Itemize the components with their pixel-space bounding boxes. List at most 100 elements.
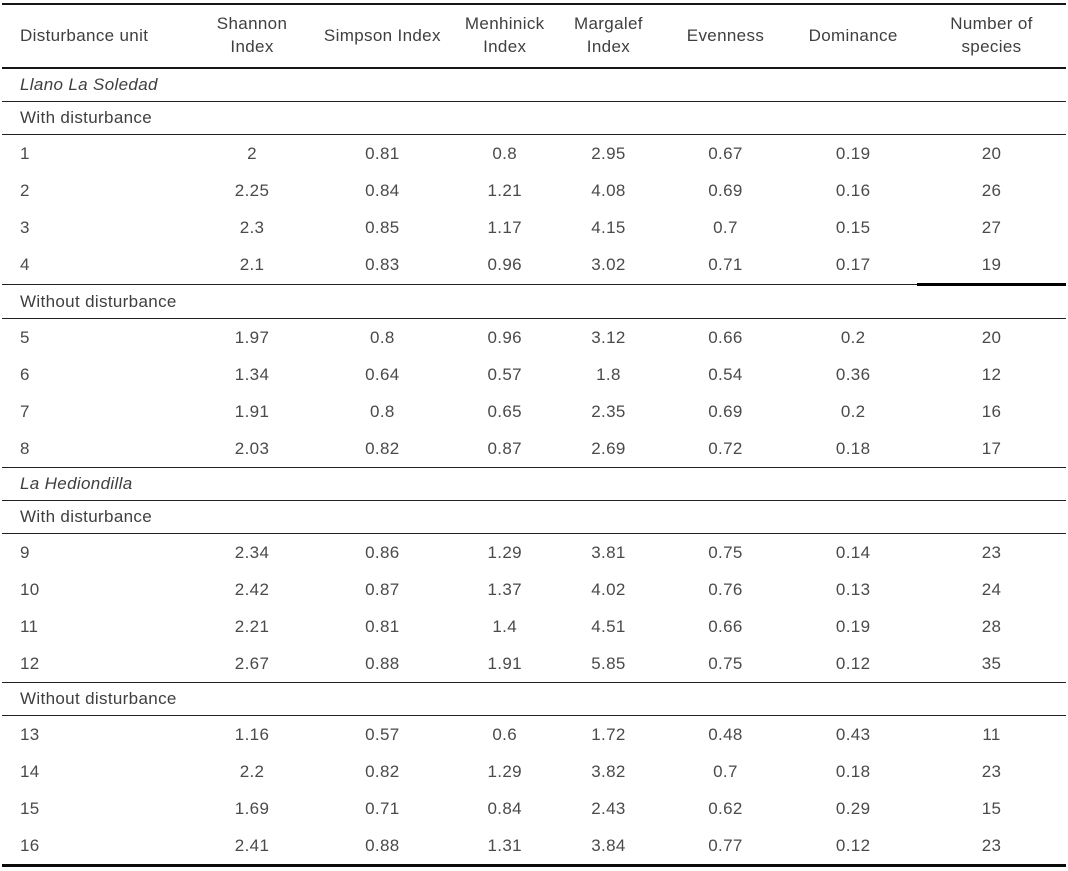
table-cell: 4.15 bbox=[591, 217, 626, 237]
table-cell: 0.29 bbox=[835, 798, 871, 818]
table-cell: 5.85 bbox=[591, 653, 626, 673]
disturbance-group-row-label: Without disturbance bbox=[20, 292, 177, 311]
cell-disturbance-unit: 10 bbox=[20, 579, 40, 599]
disturbance-group-row: Without disturbance bbox=[2, 682, 1066, 716]
cell-disturbance-unit: 5 bbox=[20, 327, 30, 347]
table-cell: 2.67 bbox=[234, 653, 270, 673]
disturbance-group-row-label: Without disturbance bbox=[20, 689, 177, 708]
col-header-margalef-index: Margalef Index bbox=[574, 14, 643, 56]
table-cell: 0.2 bbox=[840, 327, 866, 347]
table-cell: 0.65 bbox=[487, 401, 522, 421]
table-cell: 1.31 bbox=[487, 835, 522, 855]
table-cell: 0.85 bbox=[365, 217, 400, 237]
cell-disturbance-unit: 3 bbox=[20, 217, 30, 237]
table-cell: 1.4 bbox=[492, 616, 518, 636]
disturbance-group-row: With disturbance bbox=[2, 500, 1066, 534]
table-cell: 1.34 bbox=[234, 364, 270, 384]
table-cell: 0.75 bbox=[708, 653, 743, 673]
table-row: 2 2.25 0.84 1.21 4.08 0.69 0.16 26 bbox=[2, 172, 1066, 209]
table-cell: 0.82 bbox=[365, 438, 400, 458]
site-section-row-label: La Hediondilla bbox=[20, 474, 133, 493]
table-cell: 35 bbox=[981, 653, 1002, 673]
table-row: 11 2.21 0.81 1.4 4.51 0.66 0.19 28 bbox=[2, 608, 1066, 645]
table-cell: 0.66 bbox=[708, 616, 743, 636]
table-row: 7 1.91 0.8 0.65 2.35 0.69 0.2 16 bbox=[2, 393, 1066, 430]
table-cell: 0.19 bbox=[835, 143, 871, 163]
table-cell: 0.77 bbox=[708, 835, 743, 855]
table-row: 15 1.69 0.71 0.84 2.43 0.62 0.29 15 bbox=[2, 790, 1066, 827]
disturbance-group-row: Without disturbance bbox=[2, 284, 1066, 319]
table-cell: 0.16 bbox=[835, 180, 871, 200]
table-cell: 3.02 bbox=[591, 255, 626, 274]
table-cell: 0.81 bbox=[365, 616, 400, 636]
cell-disturbance-unit: 13 bbox=[20, 724, 40, 744]
table-cell: 0.87 bbox=[365, 579, 400, 599]
site-section-row: Llano La Soledad bbox=[2, 68, 1066, 102]
header-row: Disturbance unit Shannon Index Simpson I… bbox=[2, 4, 1066, 68]
table-cell: 1.29 bbox=[487, 761, 522, 781]
table-cell: 4.02 bbox=[591, 579, 626, 599]
cell-disturbance-unit: 7 bbox=[20, 401, 30, 421]
table-cell: 20 bbox=[981, 143, 1002, 163]
table-cell: 0.81 bbox=[365, 143, 400, 163]
diversity-indices-table: Disturbance unit Shannon Index Simpson I… bbox=[2, 3, 1066, 867]
table-cell: 1.17 bbox=[487, 217, 522, 237]
cell-disturbance-unit: 1 bbox=[20, 143, 30, 163]
table-cell: 1.91 bbox=[234, 401, 270, 421]
table-cell: 0.7 bbox=[713, 217, 738, 237]
table-cell: 23 bbox=[981, 542, 1002, 562]
table-cell: 0.14 bbox=[835, 542, 871, 562]
table-body: Llano La Soledad With disturbance 1 2 0.81 0.… bbox=[2, 68, 1066, 866]
disturbance-group-row-label: With disturbance bbox=[20, 108, 153, 127]
table-row: 1 2 0.81 0.8 2.95 0.67 0.19 20 bbox=[2, 135, 1066, 173]
table-cell: 0.8 bbox=[492, 143, 518, 163]
table-cell: 0.82 bbox=[365, 761, 400, 781]
table-cell: 1.16 bbox=[234, 724, 270, 744]
table-cell: 0.71 bbox=[708, 255, 743, 274]
table-cell: 2.21 bbox=[234, 616, 270, 636]
table-cell: 0.96 bbox=[487, 327, 522, 347]
table-cell: 0.86 bbox=[365, 542, 400, 562]
table-cell: 0.17 bbox=[835, 255, 871, 274]
table-cell: 2.41 bbox=[234, 835, 270, 855]
table-cell: 0.7 bbox=[713, 761, 738, 781]
table-cell: 16 bbox=[981, 401, 1002, 421]
table-cell: 2.43 bbox=[591, 798, 626, 818]
table-cell: 2.25 bbox=[234, 180, 270, 200]
table-cell: 0.48 bbox=[708, 724, 743, 744]
table-cell: 20 bbox=[981, 327, 1002, 347]
col-header-disturbance-unit: Disturbance unit bbox=[20, 25, 149, 45]
table-row: 12 2.67 0.88 1.91 5.85 0.75 0.12 35 bbox=[2, 645, 1066, 683]
table-cell: 0.88 bbox=[365, 653, 400, 673]
table-cell: 0.76 bbox=[708, 579, 743, 599]
cell-disturbance-unit: 2 bbox=[20, 180, 30, 200]
table-cell: 0.88 bbox=[365, 835, 400, 855]
table-cell: 0.67 bbox=[708, 143, 743, 163]
table-cell: 0.12 bbox=[835, 653, 871, 673]
table-cell: 2.34 bbox=[234, 542, 270, 562]
table-cell: 2.2 bbox=[239, 761, 265, 781]
table-cell: 0.54 bbox=[708, 364, 743, 384]
table-row: 6 1.34 0.64 0.57 1.8 0.54 0.36 12 bbox=[2, 356, 1066, 393]
table-row: 14 2.2 0.82 1.29 3.82 0.7 0.18 23 bbox=[2, 753, 1066, 790]
table-cell: 2 bbox=[247, 143, 257, 163]
table-cell: 2.95 bbox=[591, 143, 626, 163]
table-cell: 2.03 bbox=[234, 438, 270, 458]
table-cell: 0.12 bbox=[835, 835, 871, 855]
table-cell: 15 bbox=[981, 798, 1002, 818]
table-header: Disturbance unit Shannon Index Simpson I… bbox=[2, 4, 1066, 68]
table-cell: 0.69 bbox=[708, 180, 743, 200]
cell-disturbance-unit: 15 bbox=[20, 798, 40, 818]
table-cell: 12 bbox=[981, 364, 1002, 384]
disturbance-group-row-label: With disturbance bbox=[20, 507, 153, 526]
site-section-row: La Hediondilla bbox=[2, 467, 1066, 501]
table-cell: 0.36 bbox=[835, 364, 871, 384]
table-cell: 4.08 bbox=[591, 180, 626, 200]
table-cell: 0.96 bbox=[487, 255, 522, 274]
site-section-row-label: Llano La Soledad bbox=[20, 75, 158, 94]
table-cell: 0.18 bbox=[835, 761, 871, 781]
table-cell: 1.8 bbox=[596, 364, 621, 384]
table-cell: 3.84 bbox=[591, 835, 626, 855]
cell-disturbance-unit: 4 bbox=[20, 255, 30, 274]
disturbance-group-row: With disturbance bbox=[2, 101, 1066, 135]
